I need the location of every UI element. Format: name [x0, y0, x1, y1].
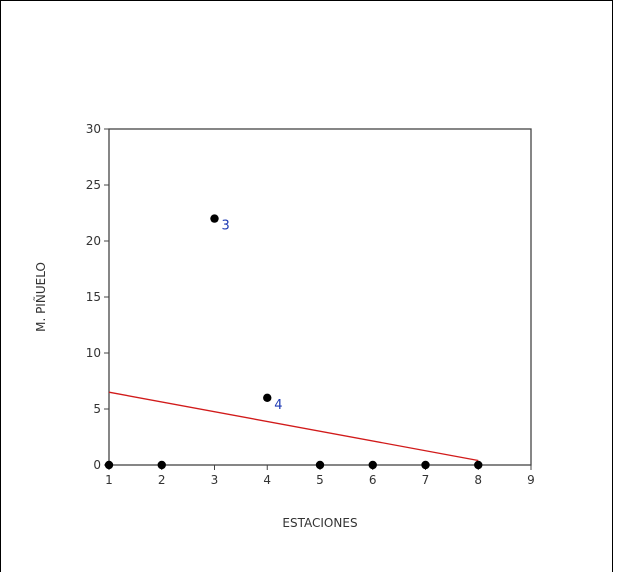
- y-tick-label: 10: [86, 346, 101, 360]
- data-point: [210, 214, 219, 223]
- x-tick-label: 5: [316, 473, 324, 487]
- x-tick-label: 4: [263, 473, 271, 487]
- x-tick-label: 8: [474, 473, 482, 487]
- data-points: [104, 214, 483, 470]
- x-tick-label: 2: [158, 473, 166, 487]
- y-tick-label: 5: [93, 402, 101, 416]
- plot-area: [108, 128, 532, 466]
- point-label: 3: [222, 219, 230, 234]
- x-tick-label: 7: [422, 473, 430, 487]
- data-point: [368, 460, 377, 470]
- x-tick-label: 3: [211, 473, 219, 487]
- data-point: [421, 460, 430, 470]
- y-tick-label: 20: [86, 234, 101, 248]
- regression-line: [108, 391, 479, 462]
- x-tick-label: 6: [369, 473, 377, 487]
- y-axis-title: M. PIÑUELO: [33, 262, 48, 332]
- x-tick-label: 9: [527, 473, 535, 487]
- y-tick-label: 0: [93, 458, 101, 472]
- x-axis-title: ESTACIONES: [282, 516, 357, 530]
- y-tick-label: 25: [86, 178, 101, 192]
- y-tick-label: 30: [86, 122, 101, 136]
- data-point: [104, 460, 114, 470]
- y-tick-label: 15: [86, 290, 101, 304]
- data-point: [157, 460, 166, 470]
- data-point: [315, 460, 325, 470]
- x-tick-label: 1: [105, 473, 113, 487]
- point-label: 4: [274, 398, 282, 413]
- y-axis-ticks: 0 5 10 15 20 25 30: [86, 122, 109, 472]
- data-point: [474, 460, 483, 470]
- data-point: [263, 393, 272, 402]
- point-labels: 34: [222, 219, 283, 413]
